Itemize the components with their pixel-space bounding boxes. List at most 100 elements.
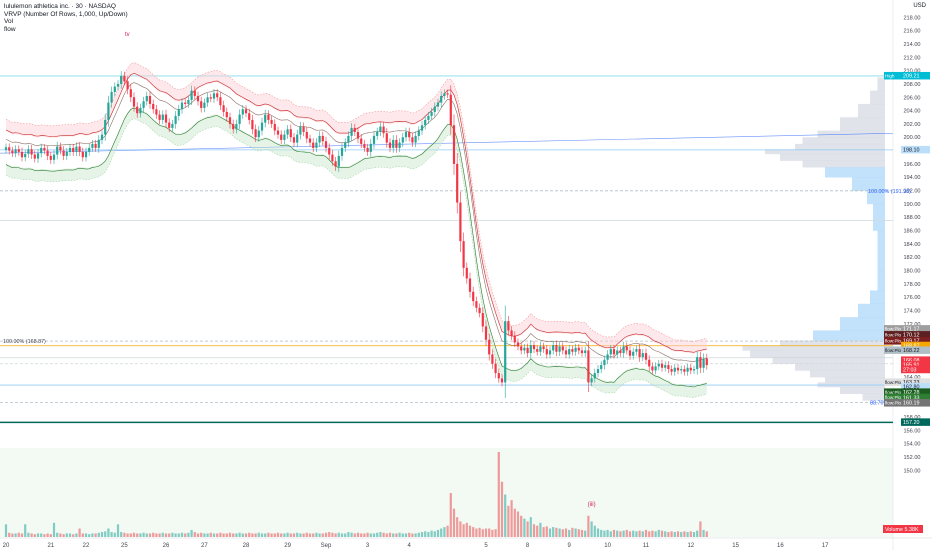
volume-bar[interactable] xyxy=(532,524,536,537)
volume-bar[interactable] xyxy=(590,521,593,537)
volume-bar[interactable] xyxy=(545,526,548,537)
volume-bar[interactable] xyxy=(680,532,683,537)
volume-bar[interactable] xyxy=(350,532,353,537)
candle-body[interactable] xyxy=(88,147,91,152)
candle-body[interactable] xyxy=(398,142,401,148)
candle-body[interactable] xyxy=(705,358,708,366)
volume-bar[interactable] xyxy=(558,528,561,538)
volume-bar[interactable] xyxy=(180,532,184,537)
candle-body[interactable] xyxy=(654,366,657,371)
volume-bar[interactable] xyxy=(552,527,555,537)
candle-body[interactable] xyxy=(395,139,398,148)
candle-body[interactable] xyxy=(222,105,225,112)
candle-body[interactable] xyxy=(670,369,673,372)
volume-bar[interactable] xyxy=(689,531,692,537)
candle-body[interactable] xyxy=(331,154,334,162)
candle-body[interactable] xyxy=(91,143,94,148)
volume-bar[interactable] xyxy=(424,531,427,537)
candle-body[interactable] xyxy=(286,129,289,135)
volume-bar[interactable] xyxy=(664,531,667,537)
volume-bar[interactable] xyxy=(94,533,97,537)
volume-bar[interactable] xyxy=(628,531,632,537)
volume-bar[interactable] xyxy=(366,532,369,537)
volume-bar[interactable] xyxy=(62,534,65,537)
volume-bar[interactable] xyxy=(248,532,251,537)
candle-body[interactable] xyxy=(699,357,702,368)
candle-body[interactable] xyxy=(433,106,436,112)
candle-body[interactable] xyxy=(491,354,494,364)
volume-bar[interactable] xyxy=(654,531,657,537)
volume-bar[interactable] xyxy=(683,531,686,537)
volume-bar[interactable] xyxy=(571,527,574,537)
volume-bar[interactable] xyxy=(644,529,648,537)
candle-body[interactable] xyxy=(24,153,27,158)
candle-body[interactable] xyxy=(619,350,622,354)
volume-bar[interactable] xyxy=(660,530,664,537)
candle-body[interactable] xyxy=(324,141,328,148)
candle-body[interactable] xyxy=(628,350,632,356)
candle-body[interactable] xyxy=(257,130,260,138)
candle-body[interactable] xyxy=(353,127,356,132)
volume-bar[interactable] xyxy=(289,533,292,537)
volume-bar[interactable] xyxy=(676,531,680,537)
volume-bar[interactable] xyxy=(376,532,379,537)
candle-body[interactable] xyxy=(107,102,110,120)
volume-bar[interactable] xyxy=(420,532,424,537)
candle-body[interactable] xyxy=(430,111,433,116)
volume-bar[interactable] xyxy=(4,524,8,537)
volume-bar[interactable] xyxy=(43,534,46,537)
candle-body[interactable] xyxy=(545,349,548,355)
candle-body[interactable] xyxy=(686,367,689,372)
volume-bar[interactable] xyxy=(344,533,347,537)
candle-body[interactable] xyxy=(587,350,590,383)
volume-bar[interactable] xyxy=(619,531,622,537)
volume-bar[interactable] xyxy=(635,531,638,537)
volume-bar[interactable] xyxy=(123,532,126,537)
candle-body[interactable] xyxy=(504,321,507,383)
candle-body[interactable] xyxy=(376,131,379,136)
candle-body[interactable] xyxy=(584,350,587,354)
volume-bar[interactable] xyxy=(472,527,475,537)
volume-bar[interactable] xyxy=(187,532,190,537)
candle-body[interactable] xyxy=(616,350,619,355)
candle-body[interactable] xyxy=(132,97,136,107)
candle-body[interactable] xyxy=(196,95,200,102)
candle-body[interactable] xyxy=(651,366,654,371)
volume-bar[interactable] xyxy=(225,533,228,537)
candle-body[interactable] xyxy=(116,83,120,87)
candle-body[interactable] xyxy=(158,114,161,120)
volume-bar[interactable] xyxy=(116,524,120,537)
candle-body[interactable] xyxy=(689,367,692,371)
volume-bar[interactable] xyxy=(88,534,91,537)
legend-vrvp[interactable]: VRVP (Number Of Rows, 1,000, Up/Down) xyxy=(4,10,128,18)
volume-bar[interactable] xyxy=(456,517,459,537)
candle-body[interactable] xyxy=(462,241,465,268)
candle-body[interactable] xyxy=(142,101,145,108)
candle-body[interactable] xyxy=(417,130,420,136)
volume-bar[interactable] xyxy=(331,532,334,537)
candle-body[interactable] xyxy=(337,155,340,167)
volume-bar[interactable] xyxy=(692,532,696,537)
candle-body[interactable] xyxy=(648,359,651,367)
candle-body[interactable] xyxy=(494,363,497,374)
candle-body[interactable] xyxy=(644,353,648,360)
candle-body[interactable] xyxy=(606,354,609,360)
volume-bar[interactable] xyxy=(104,531,107,537)
candle-body[interactable] xyxy=(113,86,116,92)
volume-bar[interactable] xyxy=(299,533,302,537)
volume-bar[interactable] xyxy=(625,529,628,537)
candle-body[interactable] xyxy=(27,149,30,154)
candle-body[interactable] xyxy=(680,369,683,371)
volume-bar[interactable] xyxy=(200,532,203,537)
candle-body[interactable] xyxy=(369,143,372,152)
volume-bar[interactable] xyxy=(244,533,248,537)
volume-bar[interactable] xyxy=(251,533,254,537)
volume-bar[interactable] xyxy=(379,532,382,537)
volume-bar[interactable] xyxy=(212,533,216,537)
volume-bar[interactable] xyxy=(24,524,27,537)
volume-bar[interactable] xyxy=(148,533,152,537)
volume-bar[interactable] xyxy=(484,528,488,538)
candle-body[interactable] xyxy=(136,106,139,114)
volume-bar[interactable] xyxy=(334,533,337,537)
candle-body[interactable] xyxy=(276,130,280,135)
